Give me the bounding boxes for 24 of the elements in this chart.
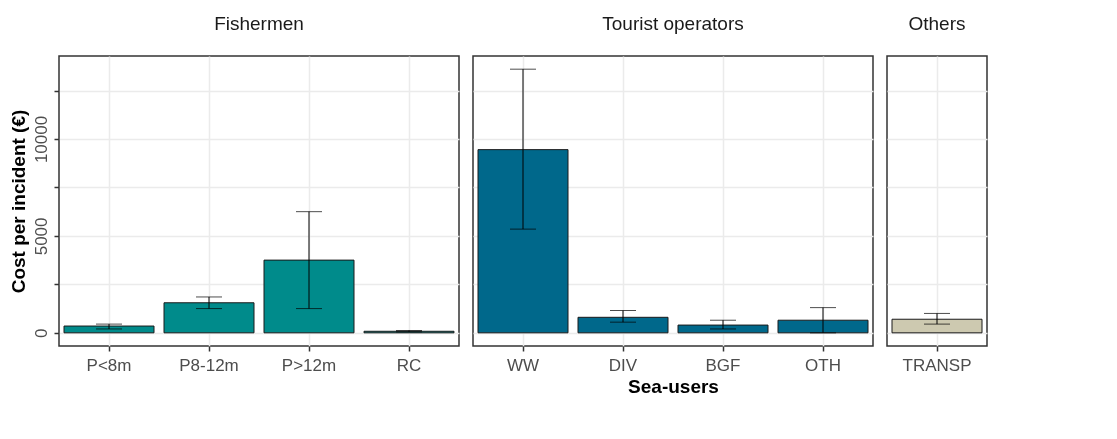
- x-tick-label: DIV: [608, 355, 638, 375]
- bar: [677, 324, 769, 334]
- bar: [63, 325, 155, 334]
- y-tick-label: 10000: [31, 115, 51, 164]
- x-tick-label: P8-12m: [179, 355, 239, 375]
- chart-title: Others: [908, 13, 966, 34]
- x-tick-label: WW: [506, 355, 540, 375]
- bar: [163, 302, 255, 334]
- chart-title: Tourist operators: [602, 13, 744, 34]
- y-tick-label: 0: [31, 328, 51, 339]
- x-tick-label: BGF: [705, 355, 741, 375]
- x-axis-title: Sea-users: [628, 375, 719, 397]
- y-axis-title: Cost per incident (€): [7, 109, 29, 294]
- bar: [477, 149, 569, 334]
- chart-title: Fishermen: [214, 13, 304, 34]
- x-tick-label: TRANSP: [902, 355, 972, 375]
- x-tick-label: RC: [396, 355, 422, 375]
- x-tick-label: P<8m: [86, 355, 132, 375]
- bar: [577, 316, 669, 334]
- x-tick-label: P>12m: [281, 355, 337, 375]
- y-tick-label: 5000: [31, 217, 51, 256]
- bar: [263, 259, 355, 334]
- x-tick-label: OTH: [805, 355, 841, 375]
- bar: [777, 319, 869, 334]
